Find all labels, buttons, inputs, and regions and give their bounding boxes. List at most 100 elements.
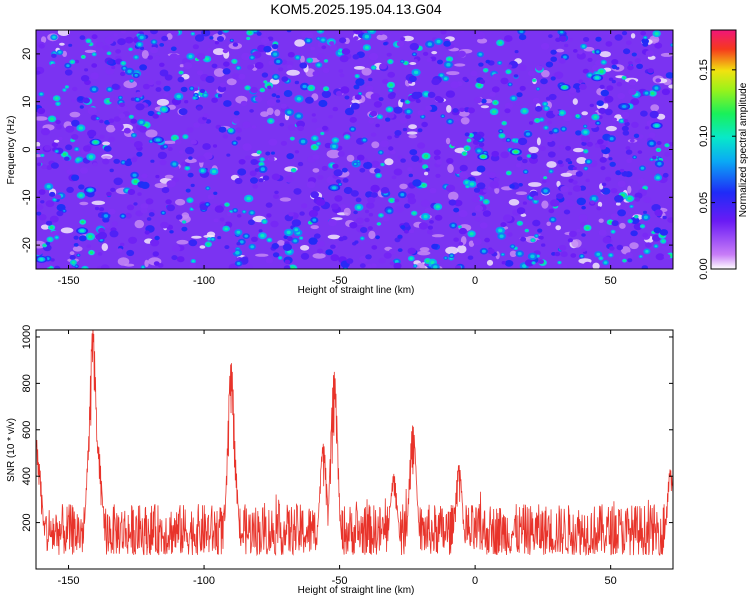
- spectrogram-cell: [636, 63, 643, 69]
- spectrogram-low-patch: [431, 234, 445, 238]
- spectrogram-cell-core: [469, 182, 475, 186]
- spectrogram-cell-core: [484, 69, 488, 72]
- spectrogram-cell-core: [205, 57, 210, 61]
- spectrogram-cell: [268, 138, 278, 146]
- spectrogram-cell-core: [643, 186, 647, 190]
- spectrogram-cell-core: [630, 205, 633, 208]
- spectrogram-cell: [584, 51, 593, 59]
- spectrogram-cell: [581, 205, 586, 210]
- spectrogram-cell-core: [401, 60, 404, 63]
- spectrogram-low-patch: [326, 149, 341, 159]
- spectrogram-cell: [49, 191, 56, 197]
- spectrogram-cell: [417, 128, 423, 133]
- spectrogram-cell-core: [369, 30, 374, 33]
- spectrogram-cell: [327, 219, 337, 227]
- spectrogram-cell-core: [413, 53, 416, 56]
- spectrogram-cell: [137, 192, 142, 196]
- spectrogram-cell-core: [656, 176, 660, 180]
- spectrogram-cell: [341, 167, 348, 173]
- spectrogram-cell: [50, 63, 56, 68]
- spectrogram-cell: [473, 187, 481, 193]
- spectrogram-cell-core: [233, 141, 237, 145]
- spectrogram-cell-core: [296, 114, 301, 118]
- spectrogram-cell: [266, 213, 272, 218]
- spectrogram-cell: [519, 85, 526, 91]
- spectrogram-cell: [254, 168, 260, 172]
- spectrogram-cell: [378, 97, 384, 102]
- spectrogram-cell-core: [591, 196, 597, 201]
- spectrogram-cell-core: [152, 40, 156, 44]
- spectrogram-cell: [459, 164, 468, 172]
- spectrogram-cell: [267, 85, 272, 90]
- spectrogram-cell: [154, 55, 161, 61]
- spectrogram-cell: [205, 119, 212, 124]
- spectrogram-cell: [450, 140, 458, 147]
- spectrogram-cell: [213, 191, 218, 195]
- spectrogram-cell: [364, 217, 370, 223]
- spectrogram-cell-core: [203, 93, 207, 97]
- spectrogram-cell: [356, 154, 365, 161]
- spectrogram-cell: [640, 110, 648, 117]
- spectrogram-low-patch: [166, 33, 173, 40]
- spectrogram-cell: [321, 90, 332, 99]
- spectrogram-cell: [66, 169, 73, 175]
- spectrogram-cell: [71, 174, 80, 181]
- spectrogram-cell: [604, 95, 614, 103]
- spectrogram-cell: [621, 171, 629, 177]
- spectrogram-cell: [276, 99, 281, 103]
- spectrogram-cell-core: [584, 125, 587, 128]
- spectrogram-cell: [82, 97, 91, 104]
- spectrogram-cell: [474, 96, 483, 104]
- spectrogram-cell: [394, 130, 402, 136]
- spectrogram-cell: [79, 167, 89, 174]
- spectrogram-cell: [354, 240, 359, 244]
- spectrogram-cell: [656, 141, 662, 145]
- spectrogram-cell: [148, 212, 155, 217]
- spectrogram-cell-core: [309, 221, 312, 224]
- y-tick-label: 1000: [21, 325, 33, 349]
- spectrogram-cell-core: [379, 214, 383, 217]
- colorbar-tick-label: 0.05: [698, 192, 710, 213]
- spectrogram-cell: [65, 144, 73, 151]
- spectrogram-cell-core: [139, 35, 144, 40]
- spectrogram-cell-core: [339, 49, 343, 52]
- spectrogram-cell: [559, 145, 564, 149]
- spectrogram-cell: [306, 181, 316, 189]
- spectrogram-cell: [507, 64, 513, 69]
- spectrogram-cell: [207, 194, 215, 200]
- spectrogram-low-patch: [181, 212, 190, 220]
- spectrogram-cell: [189, 262, 197, 269]
- spectrogram-cell: [604, 108, 613, 116]
- spectrogram-cell: [487, 248, 495, 255]
- spectrogram-cell-core: [525, 229, 528, 232]
- spectrogram-cell: [226, 153, 231, 157]
- spectrogram-cell-core: [409, 257, 413, 260]
- spectrogram-cell: [238, 73, 246, 80]
- spectrogram-cell-core: [81, 220, 85, 224]
- spectrogram-cell: [56, 210, 64, 217]
- spectrogram-cell-core: [423, 214, 428, 219]
- spectrogram-cell: [409, 75, 417, 83]
- spectrogram-low-patch: [41, 36, 47, 44]
- spectrogram-cell-core: [530, 254, 535, 259]
- spectrogram-low-patch: [546, 161, 557, 168]
- spectrogram-cell: [664, 151, 671, 157]
- spectrogram-cell: [576, 89, 581, 93]
- spectrogram-cell-core: [188, 198, 192, 202]
- spectrogram-low-patch: [300, 55, 305, 64]
- spectrogram-cell: [590, 200, 595, 205]
- spectrogram-cell-core: [324, 87, 328, 91]
- spectrogram-cell: [581, 141, 587, 146]
- spectrogram-cell: [351, 102, 360, 110]
- spectrogram-low-patch: [571, 239, 582, 248]
- spectrogram-cell: [107, 59, 114, 65]
- spectrogram-cell: [171, 255, 178, 261]
- spectrogram-low-patch: [191, 235, 202, 239]
- spectrogram-cell-core: [306, 38, 311, 43]
- spectrogram-cell: [321, 45, 327, 50]
- spectrogram-cell: [125, 213, 132, 219]
- spectrogram-cell: [422, 51, 429, 56]
- spectrogram-low-patch: [163, 140, 177, 144]
- spectrogram-cell: [236, 242, 241, 246]
- spectrogram-cell-core: [544, 176, 547, 179]
